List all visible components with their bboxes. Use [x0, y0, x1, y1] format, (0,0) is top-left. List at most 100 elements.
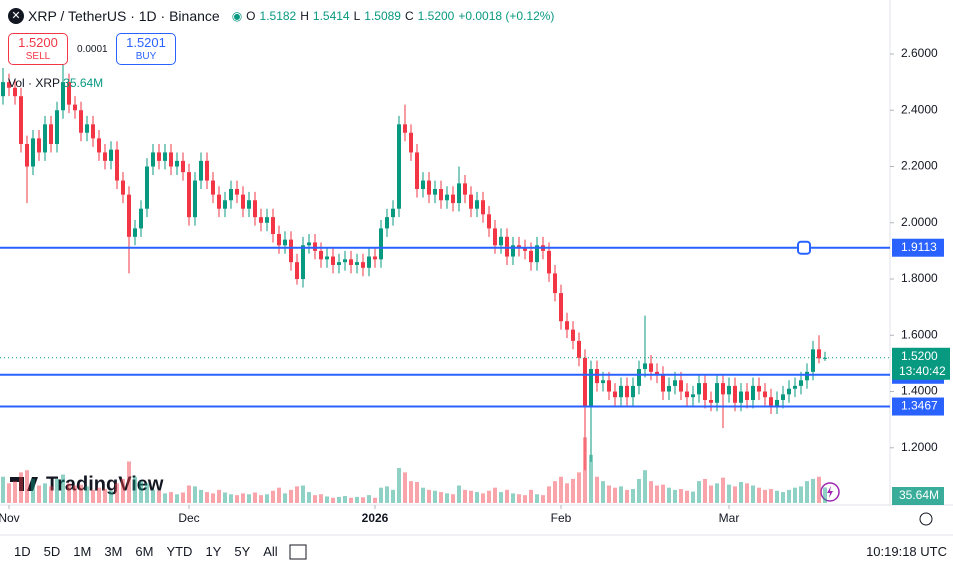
volume-bar — [457, 485, 461, 503]
volume-bar — [277, 487, 281, 503]
volume-bar — [211, 493, 215, 503]
volume-bar — [667, 487, 671, 503]
candle-body — [283, 239, 287, 246]
last-price-box — [892, 347, 950, 380]
volume-bar — [517, 494, 521, 503]
candle-body — [679, 380, 683, 392]
candle-body — [415, 152, 419, 190]
volume-bar — [691, 491, 695, 503]
candle-body — [535, 245, 539, 263]
candle-body — [787, 388, 791, 395]
candle-body — [31, 138, 35, 167]
candle-body — [187, 172, 191, 218]
volume-bar — [379, 487, 383, 503]
candle-body — [163, 152, 167, 161]
candle-body — [49, 124, 53, 145]
volume-bar — [319, 494, 323, 503]
volume-bar — [133, 476, 137, 503]
candle-body — [769, 397, 773, 406]
timeframe-button[interactable]: 3M — [104, 544, 123, 559]
volume-bar — [307, 492, 311, 503]
candle-body — [553, 273, 557, 294]
volume-bar — [271, 490, 275, 503]
candle-body — [577, 340, 581, 358]
sell-button[interactable]: 1.5200 SELL — [8, 33, 68, 65]
volume-bar — [775, 490, 779, 503]
volume-bar — [685, 490, 689, 503]
settings-icon[interactable] — [919, 512, 933, 526]
volume-bar — [55, 478, 59, 503]
volume-bar — [31, 478, 35, 503]
volume-bar — [121, 478, 125, 503]
volume-bar — [709, 485, 713, 503]
volume-bar — [1, 476, 5, 503]
timeframe-button[interactable]: 1D — [14, 544, 31, 559]
volume-bar — [751, 485, 755, 503]
candle-body — [817, 349, 821, 359]
volume-bar — [571, 478, 575, 503]
y-tick-label: 1.6000 — [901, 327, 938, 341]
y-tick-label: 2.6000 — [901, 46, 938, 60]
volume-value: 35.64M — [63, 76, 104, 90]
timeframe-button[interactable]: All — [263, 544, 278, 559]
volume-bar — [655, 485, 659, 503]
volume-bar — [349, 497, 353, 503]
sell-label: SELL — [25, 51, 51, 62]
timeframe-button[interactable]: 1M — [73, 544, 92, 559]
candle-body — [751, 385, 755, 400]
timeframe-button[interactable]: YTD — [166, 544, 193, 559]
volume-bar — [247, 494, 251, 503]
x-tick-label: Mar — [719, 511, 740, 525]
volume-bar — [823, 487, 827, 503]
flash-icon[interactable] — [827, 486, 833, 498]
volume-bar — [283, 493, 287, 503]
volume-bar — [427, 489, 431, 503]
volume-bar — [253, 492, 257, 503]
timeframe-button[interactable]: 5Y — [234, 544, 251, 559]
volume-bar — [97, 487, 101, 503]
candle-body — [649, 363, 653, 372]
candle-body — [775, 399, 779, 406]
candle-body — [409, 132, 413, 153]
volume-bar — [637, 478, 641, 503]
candle-body — [313, 242, 317, 251]
volume-bar — [763, 489, 767, 503]
volume-bar — [61, 474, 65, 503]
symbol-header: ✕ XRP / TetherUS · 1D · Binance ◉ O 1.518… — [8, 8, 554, 24]
buy-button[interactable]: 1.5201 BUY — [116, 33, 176, 65]
timeframe-button[interactable]: 5D — [43, 544, 61, 559]
candle-body — [127, 194, 131, 237]
volume-bar — [205, 492, 209, 503]
candle-body — [37, 138, 41, 153]
volume-bar — [385, 486, 389, 503]
volume-bar — [697, 481, 701, 503]
volume-bar — [409, 481, 413, 503]
candle-body — [277, 234, 281, 246]
candle-body — [511, 245, 515, 257]
candle-body — [223, 200, 227, 209]
volume-label-box — [892, 487, 944, 505]
timeframe-button[interactable]: 1Y — [205, 544, 222, 559]
volume-bar — [439, 492, 443, 503]
candle-body — [259, 217, 263, 223]
flash-icon[interactable] — [820, 482, 840, 502]
volume-bar — [619, 486, 623, 503]
candle-body — [463, 183, 467, 195]
volume-bar — [733, 486, 737, 503]
volume-bar — [487, 490, 491, 503]
l-label: L — [353, 9, 361, 23]
volume-bar — [175, 494, 179, 503]
volume-bar — [103, 489, 107, 503]
candle-body — [115, 149, 119, 181]
logo-text: TradingView — [46, 473, 164, 495]
candle-body — [7, 82, 11, 88]
calendar-icon[interactable] — [289, 544, 307, 560]
line-label: 1.3467 — [901, 399, 938, 413]
volume-bar — [91, 489, 95, 503]
line-label: 1.9113 — [901, 240, 937, 254]
volume-bar — [727, 484, 731, 503]
timeframe-button[interactable]: 6M — [135, 544, 154, 559]
volume-bar — [811, 478, 815, 503]
candle-body — [85, 124, 89, 133]
volume-bar — [37, 485, 41, 503]
